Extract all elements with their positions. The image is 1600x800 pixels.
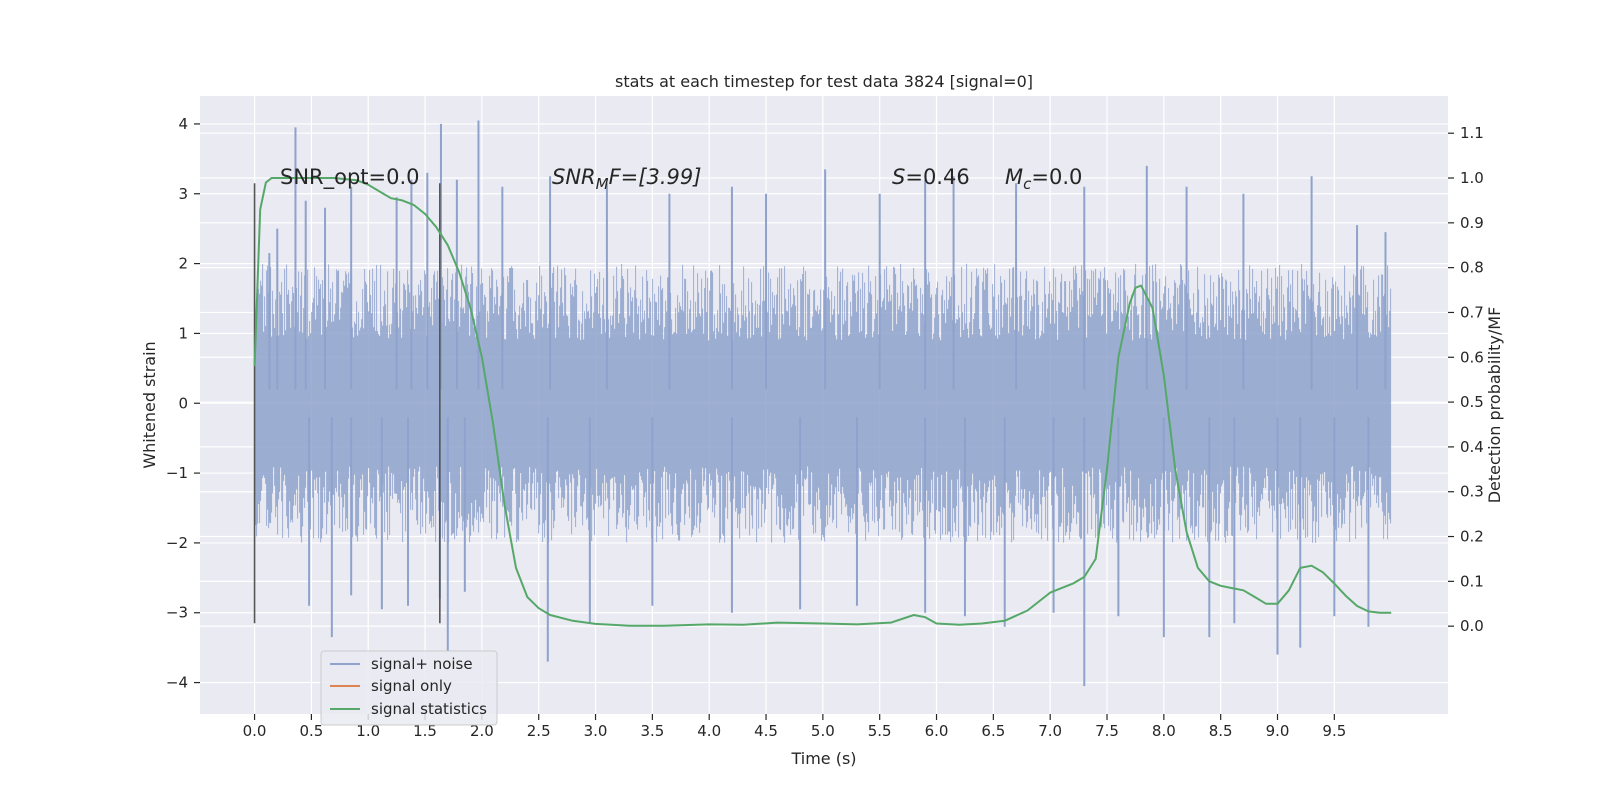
x-tick-label: 1.0 — [356, 722, 380, 740]
annotation-snr-mf-sub: M — [596, 175, 609, 193]
x-tick-label: 7.5 — [1095, 722, 1119, 740]
annotation-snr-mf-main: SNR — [552, 165, 596, 189]
statistics-line — [253, 177, 1392, 627]
y2-tick-label: 0.3 — [1460, 483, 1484, 501]
y-axis-title: Whitened strain — [140, 341, 159, 468]
x-tick-label: 0.5 — [299, 722, 323, 740]
legend: signal+ noise signal only signal statist… — [320, 650, 498, 726]
y-tick-label: 1 — [178, 324, 188, 342]
y2-tick-label: 0.8 — [1460, 259, 1484, 277]
y2-tick-label: 0.5 — [1460, 393, 1484, 411]
legend-box — [320, 650, 498, 726]
legend-label-statistics: signal statistics — [371, 700, 487, 718]
x-axis-title: Time (s) — [790, 749, 856, 768]
y2-tick-label: 0.2 — [1460, 528, 1484, 546]
annotation-snr-mf-rest: F=[3.99] — [609, 165, 702, 189]
annotation-s-main: S — [892, 165, 905, 189]
x-tick-label: 5.5 — [868, 722, 892, 740]
y-tick-label: −2 — [166, 534, 188, 552]
annotation-mc-rest: =0.0 — [1031, 165, 1082, 189]
x-axis-ticks: 0.0 0.5 1.0 1.5 2.0 2.5 3.0 3.5 4.0 4.5 5.0 5.5 6.0 6… — [243, 714, 1346, 740]
y2-tick-label: 0.0 — [1460, 617, 1484, 635]
annotation-mc-sub: c — [1023, 175, 1032, 193]
statistics-series — [253, 177, 1392, 627]
x-tick-label: 9.0 — [1266, 722, 1290, 740]
x-tick-label: 8.5 — [1209, 722, 1233, 740]
y-tick-label: −1 — [166, 464, 188, 482]
x-tick-label: 6.5 — [981, 722, 1005, 740]
x-tick-label: 9.5 — [1322, 722, 1346, 740]
annotation-mc: Mc=0.0 — [1005, 165, 1082, 193]
y2-tick-label: 0.1 — [1460, 572, 1484, 590]
y2-axis-ticks: 1.1 1.0 0.9 0.8 0.7 0.6 0.5 0.4 0.3 0.2 0.1 0.0 — [1448, 124, 1484, 635]
y2-tick-label: 0.7 — [1460, 303, 1484, 321]
y-tick-label: −4 — [166, 674, 188, 692]
annotation-s: S=0.46 — [892, 165, 970, 189]
x-tick-label: 2.0 — [470, 722, 494, 740]
x-tick-label: 4.5 — [754, 722, 778, 740]
x-tick-label: 1.5 — [413, 722, 437, 740]
y-tick-label: 3 — [178, 185, 188, 203]
noise-series — [254, 120, 1392, 687]
y-tick-label: 2 — [178, 255, 188, 273]
x-tick-label: 6.0 — [925, 722, 949, 740]
annotation-snr-mf: SNRMF=[3.99] — [552, 165, 701, 193]
annotation-s-rest: =0.46 — [905, 165, 969, 189]
y-tick-label: −3 — [166, 604, 188, 622]
y-tick-label: 4 — [178, 115, 188, 133]
y2-tick-label: 0.4 — [1460, 438, 1484, 456]
y2-tick-label: 1.1 — [1460, 124, 1484, 142]
x-tick-label: 2.5 — [527, 722, 551, 740]
legend-label-noise: signal+ noise — [371, 655, 473, 673]
legend-label-signal-only: signal only — [371, 677, 452, 695]
vertical-markers — [253, 183, 441, 624]
y2-tick-label: 0.6 — [1460, 348, 1484, 366]
x-tick-label: 8.0 — [1152, 722, 1176, 740]
y2-tick-label: 0.9 — [1460, 214, 1484, 232]
x-tick-label: 0.0 — [243, 722, 267, 740]
x-tick-label: 4.0 — [697, 722, 721, 740]
x-tick-label: 7.0 — [1038, 722, 1062, 740]
x-tick-label: 3.0 — [584, 722, 608, 740]
chart-title: stats at each timestep for test data 382… — [615, 72, 1033, 91]
x-tick-label: 5.0 — [811, 722, 835, 740]
y2-axis-title: Detection probability/MF — [1485, 307, 1504, 504]
y-tick-label: 0 — [178, 394, 188, 412]
annotation-mc-main: M — [1005, 165, 1023, 189]
y-axis-ticks: 4 3 2 1 0 −1 −2 −3 −4 — [166, 115, 200, 692]
annotation-snr-opt: SNR_opt=0.0 — [280, 165, 420, 190]
x-tick-label: 3.5 — [640, 722, 664, 740]
y2-tick-label: 1.0 — [1460, 169, 1484, 187]
